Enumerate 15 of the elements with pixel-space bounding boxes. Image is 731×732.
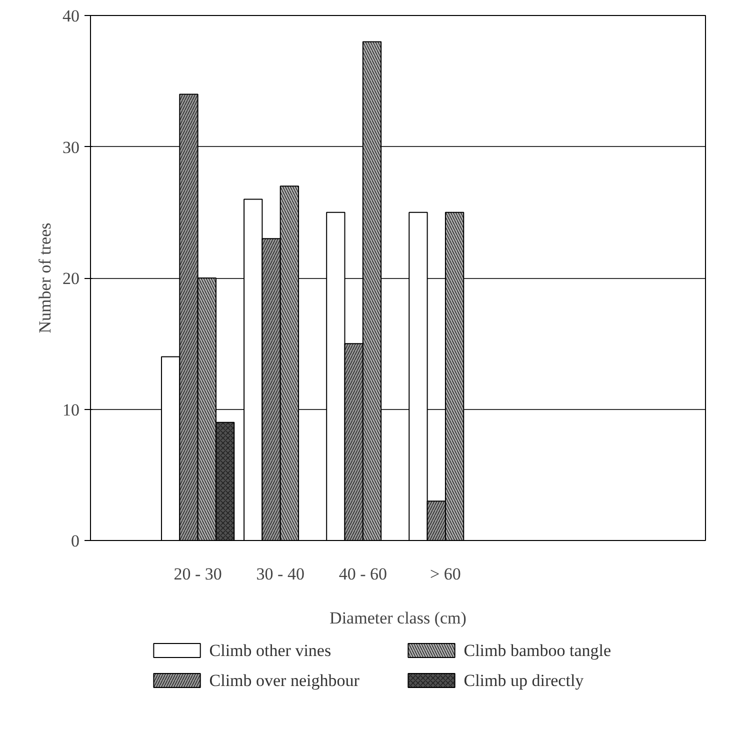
legend-label: Climb up directly bbox=[464, 671, 584, 690]
y-tick-label: 30 bbox=[62, 138, 80, 157]
legend-label: Climb other vines bbox=[209, 641, 332, 660]
y-tick-label: 10 bbox=[62, 400, 80, 420]
x-tick-label: 40 - 60 bbox=[338, 564, 388, 584]
x-tick-label: > 60 bbox=[430, 564, 461, 584]
y-tick-label: 0 bbox=[71, 532, 80, 550]
legend-label: Climb bamboo tangle bbox=[464, 641, 612, 660]
x-axis-title: Diameter class (cm) bbox=[330, 608, 466, 628]
x-tick-label: 20 - 30 bbox=[174, 564, 222, 584]
legend-label: Climb over neighbour bbox=[209, 671, 360, 690]
y-tick-label: 20 bbox=[62, 269, 80, 288]
x-tick-label: 30 - 40 bbox=[256, 564, 304, 584]
y-tick-label: 40 bbox=[62, 6, 80, 26]
y-axis-title: Number of trees bbox=[36, 222, 54, 334]
